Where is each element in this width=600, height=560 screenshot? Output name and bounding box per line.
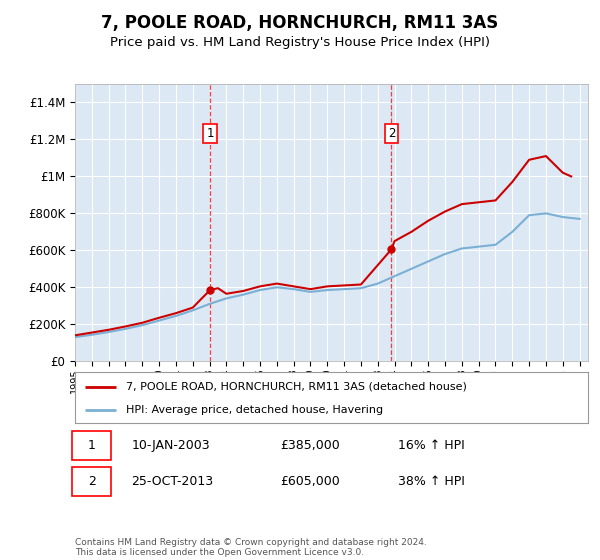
Text: Contains HM Land Registry data © Crown copyright and database right 2024.
This d: Contains HM Land Registry data © Crown c… xyxy=(75,538,427,557)
Text: 2: 2 xyxy=(88,475,96,488)
Text: 10-JAN-2003: 10-JAN-2003 xyxy=(131,438,210,452)
Text: 1: 1 xyxy=(88,438,96,452)
Text: 16% ↑ HPI: 16% ↑ HPI xyxy=(398,438,465,452)
Text: 1: 1 xyxy=(206,127,214,141)
Text: 2: 2 xyxy=(388,127,395,141)
Text: £605,000: £605,000 xyxy=(280,475,340,488)
Text: 25-OCT-2013: 25-OCT-2013 xyxy=(131,475,214,488)
FancyBboxPatch shape xyxy=(73,431,111,460)
Text: 7, POOLE ROAD, HORNCHURCH, RM11 3AS: 7, POOLE ROAD, HORNCHURCH, RM11 3AS xyxy=(101,14,499,32)
Text: 38% ↑ HPI: 38% ↑ HPI xyxy=(398,475,465,488)
Text: £385,000: £385,000 xyxy=(280,438,340,452)
Text: Price paid vs. HM Land Registry's House Price Index (HPI): Price paid vs. HM Land Registry's House … xyxy=(110,36,490,49)
Text: HPI: Average price, detached house, Havering: HPI: Average price, detached house, Have… xyxy=(127,405,383,415)
FancyBboxPatch shape xyxy=(73,467,111,496)
Text: 7, POOLE ROAD, HORNCHURCH, RM11 3AS (detached house): 7, POOLE ROAD, HORNCHURCH, RM11 3AS (det… xyxy=(127,381,467,391)
